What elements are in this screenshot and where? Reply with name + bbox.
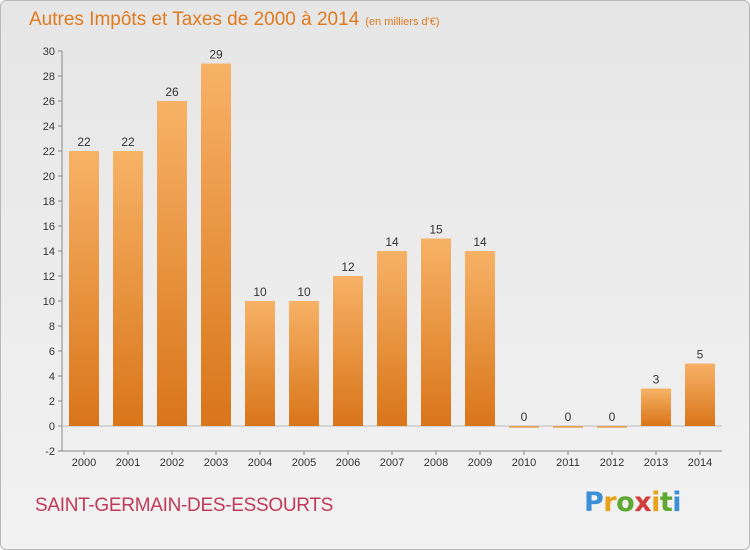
y-tick-label: 8 [49,321,55,333]
x-tick-label: 2012 [600,457,624,469]
bar-value-label: 3 [653,373,660,387]
x-tick-label: 2003 [204,457,228,469]
bar-value-label: 0 [609,410,616,424]
bar-value-label: 5 [697,348,704,362]
x-tick-label: 2006 [336,457,360,469]
x-tick-label: 2011 [556,457,580,469]
x-tick-label: 2005 [292,457,316,469]
bar-value-label: 15 [429,223,443,237]
y-tick-label: 22 [43,146,55,158]
proxiti-logo[interactable]: Proxiti [584,487,682,518]
y-tick-label: 24 [43,121,55,133]
logo-letter: t [659,487,673,518]
bar-value-label: 14 [473,235,487,249]
x-tick-label: 2002 [160,457,184,469]
bar [113,151,143,426]
y-tick-label: 18 [43,196,55,208]
logo-letter: i [651,487,660,518]
y-tick-label: -2 [45,446,55,458]
bar-value-label: 22 [77,135,91,149]
bar [201,63,231,426]
bar-value-label: 10 [297,285,311,299]
y-tick-label: 28 [43,71,55,83]
y-tick-label: 16 [43,221,55,233]
bar [553,426,583,428]
bar [465,251,495,426]
x-tick-label: 2004 [248,457,272,469]
bar-value-label: 26 [165,85,179,99]
x-tick-label: 2010 [512,457,536,469]
y-tick-label: 0 [49,421,55,433]
x-tick-label: 2007 [380,457,404,469]
y-tick-label: 30 [43,46,55,58]
x-tick-label: 2013 [644,457,668,469]
y-tick-label: 20 [43,171,55,183]
bar [685,363,715,426]
bar [421,238,451,426]
chart-title: Autres Impôts et Taxes de 2000 à 2014 (en… [29,9,440,31]
bar [333,276,363,426]
bar [69,151,99,426]
x-tick-label: 2009 [468,457,492,469]
bar [289,301,319,426]
bar-value-label: 0 [565,410,572,424]
chart-unit: (en milliers d'€) [365,16,440,28]
bar-value-label: 12 [341,260,355,274]
bar-value-label: 10 [253,285,267,299]
y-tick-label: 2 [49,396,55,408]
y-tick-label: 6 [49,346,55,358]
bar [157,101,187,426]
commune-name: SAINT-GERMAIN-DES-ESSOURTS [35,495,334,516]
bar [245,301,275,426]
chart-bars [69,63,715,428]
bar [377,251,407,426]
bar [597,426,627,428]
logo-letter: x [634,487,652,518]
x-tick-label: 2008 [424,457,448,469]
x-tick-label: 2000 [72,457,96,469]
chart-title-text: Autres Impôts et Taxes de 2000 à 2014 [29,9,360,30]
x-tick-label: 2001 [116,457,140,469]
y-tick-label: 12 [43,271,55,283]
logo-letter: r [603,487,617,518]
bar-value-label: 14 [385,235,399,249]
logo-letter: P [584,487,604,518]
y-tick-label: 4 [49,371,55,383]
x-tick-label: 2014 [688,457,712,469]
bar [641,388,671,426]
bar [509,426,539,428]
bar-value-label: 29 [209,48,223,62]
logo-letter: o [616,487,635,518]
bar-value-label: 0 [521,410,528,424]
chart-value-labels: 22 22 26 29 10 10 12 14 15 14 0 0 0 3 5 [77,48,703,425]
y-tick-label: 14 [43,246,55,258]
logo-letter: i [672,487,682,518]
bar-value-label: 22 [121,135,135,149]
y-tick-label: 10 [43,296,55,308]
y-tick-label: 26 [43,96,55,108]
